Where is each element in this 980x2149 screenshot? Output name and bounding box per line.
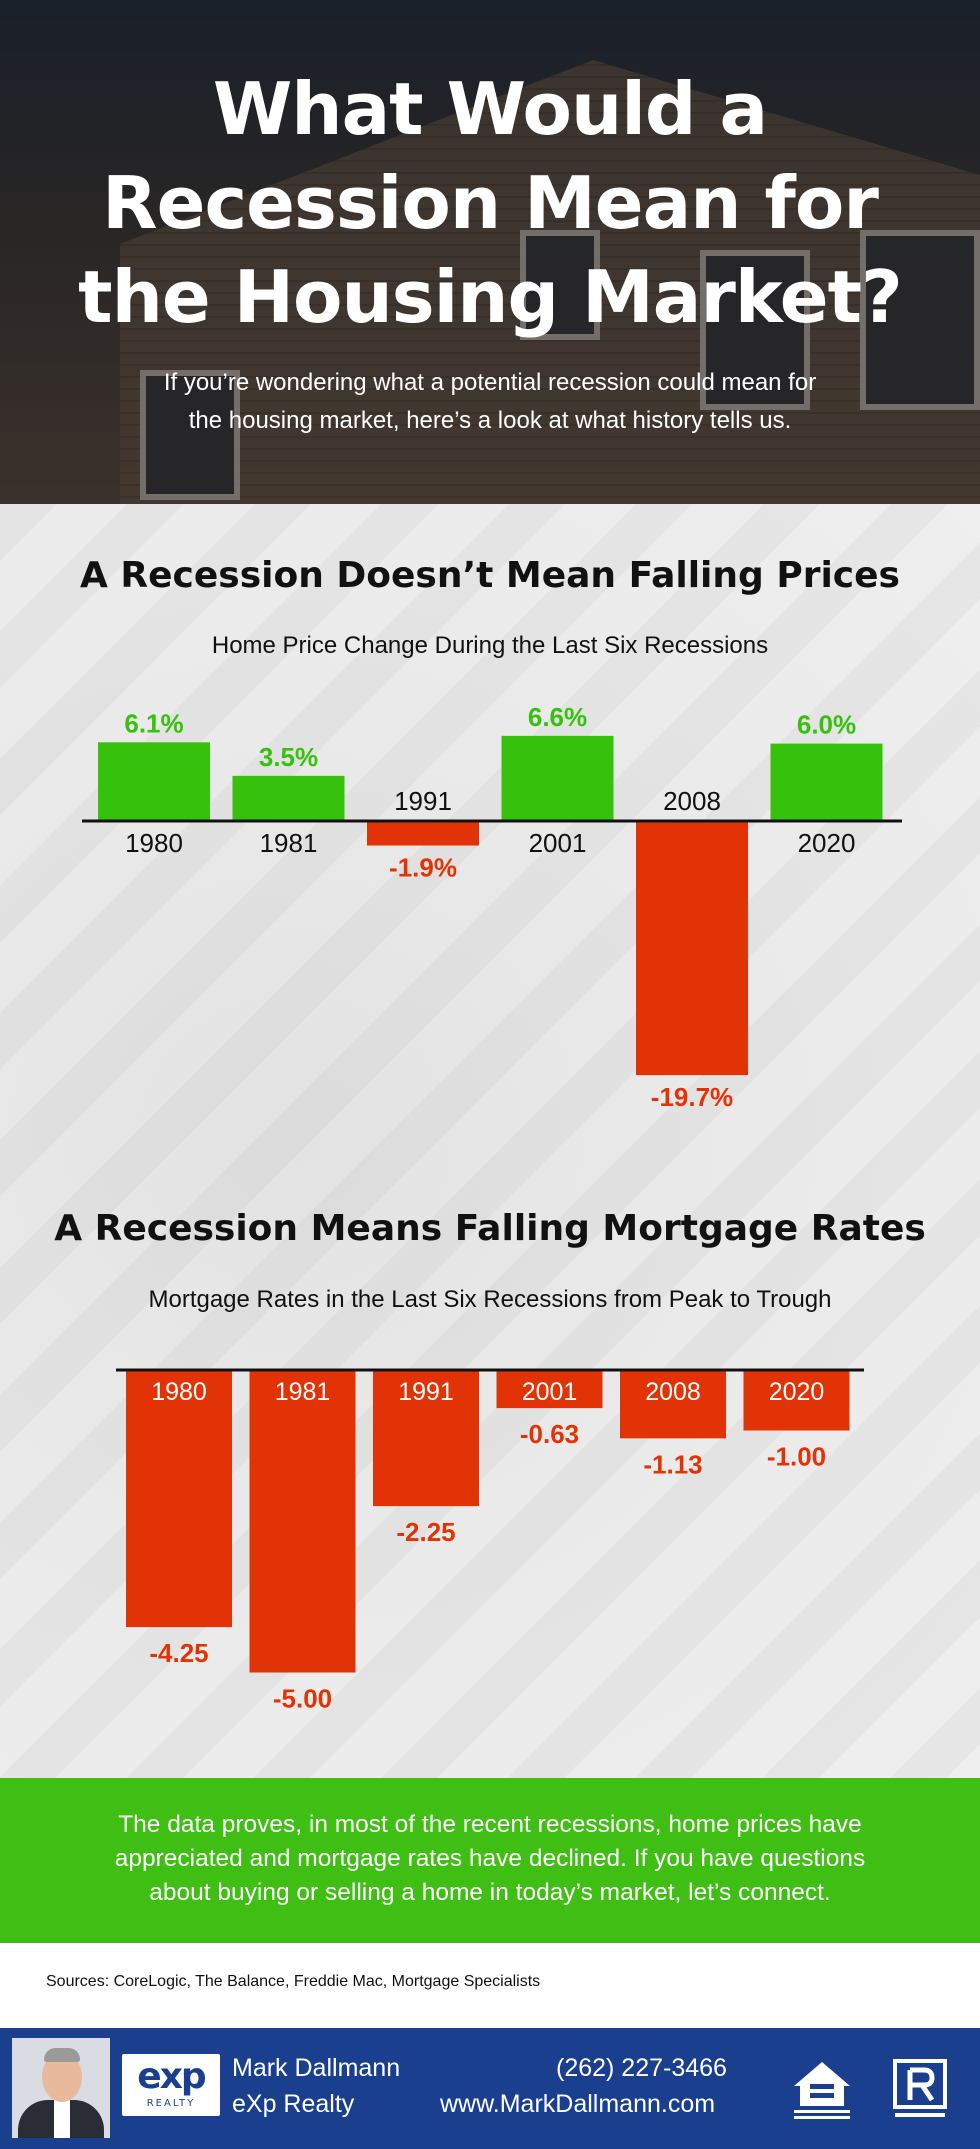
chart-bar xyxy=(373,1370,479,1507)
chart-bar xyxy=(743,1370,850,1431)
category-label: 1991 xyxy=(398,1378,454,1406)
data-label: -1.9% xyxy=(389,853,457,883)
chart-bar xyxy=(636,821,748,1076)
category-label: 1991 xyxy=(394,786,452,816)
page-title: What Would a Recession Mean for the Hous… xyxy=(78,67,903,339)
page-subtitle: If you’re wondering what a potential rec… xyxy=(163,369,817,434)
section-title-prices: A Recession Doesn’t Mean Falling Prices xyxy=(80,555,900,596)
category-label: 1980 xyxy=(125,828,183,858)
chart-subtitle-prices: Home Price Change During the Last Six Re… xyxy=(211,632,769,659)
house-window xyxy=(520,230,600,340)
category-label: 2001 xyxy=(529,828,587,858)
avatar xyxy=(12,2038,110,2138)
agent-name: Mark Dallmann xyxy=(232,2054,401,2082)
data-label: -2.25 xyxy=(396,1517,455,1547)
data-label: 6.0% xyxy=(797,710,856,740)
data-label: 3.5% xyxy=(259,742,318,772)
hero-section: What Would a Recession Mean for the Hous… xyxy=(0,0,980,504)
data-label: -1.00 xyxy=(767,1442,826,1472)
chart-bar xyxy=(620,1370,726,1439)
chart-bar xyxy=(367,821,479,846)
data-label: 6.6% xyxy=(528,702,587,732)
data-label: -4.25 xyxy=(149,1638,208,1668)
category-label: 2020 xyxy=(769,1378,825,1406)
chart-bar xyxy=(501,735,614,821)
chart-bar xyxy=(98,742,210,821)
chart-subtitle-mortgage: Mortgage Rates in the Last Six Recession… xyxy=(148,1286,832,1313)
chart-bar xyxy=(770,743,883,821)
category-label: 2020 xyxy=(798,828,856,858)
category-label: 2001 xyxy=(522,1378,578,1406)
data-label: -0.63 xyxy=(520,1419,579,1449)
chart-bar xyxy=(249,1370,356,1673)
chart-bar xyxy=(126,1370,232,1628)
category-label: 2008 xyxy=(645,1378,701,1406)
chart-bar xyxy=(232,775,345,821)
equal-housing-opportunity-icon xyxy=(794,2062,850,2119)
agent-company: eXp Realty xyxy=(232,2090,355,2118)
data-label: -1.13 xyxy=(643,1449,702,1479)
sources-bar: Sources: CoreLogic, The Balance, Freddie… xyxy=(0,1943,980,2028)
summary-banner: The data proves, in most of the recent r… xyxy=(0,1778,980,1943)
agent-footer: exp REALTY Mark Dallmann eXp Realty (262… xyxy=(0,2028,980,2149)
category-label: 1981 xyxy=(275,1378,331,1406)
section-title-mortgage: A Recession Means Falling Mortgage Rates xyxy=(54,1208,926,1249)
data-label: 6.1% xyxy=(124,708,183,738)
house-window xyxy=(700,250,810,410)
category-label: 1980 xyxy=(151,1378,207,1406)
summary-text: The data proves, in most of the recent r… xyxy=(114,1811,866,1906)
chart-bar xyxy=(496,1370,603,1409)
category-label: 2008 xyxy=(663,786,721,816)
mortgage-rate-chart: 1980 -4.25 1981 -5.00 1991 -2.25 2001 -0.63 2008… xyxy=(116,1368,864,1714)
exp-realty-logo[interactable]: exp REALTY xyxy=(122,2054,220,2116)
sources-text: Sources: CoreLogic, The Balance, Freddie… xyxy=(46,1973,541,1990)
data-label: -5.00 xyxy=(273,1684,332,1714)
house-window xyxy=(140,370,240,500)
house-window xyxy=(860,230,980,410)
website-link[interactable]: www.MarkDallmann.com xyxy=(440,2090,716,2118)
home-price-chart: 6.1% 1980 3.5% 1981 -1.9% 1991 6.6% 2001 -19.7% 2… xyxy=(82,702,902,1112)
realtor-icon xyxy=(893,2059,947,2117)
phone-number[interactable]: (262) 227-3466 xyxy=(556,2054,727,2082)
data-label: -19.7% xyxy=(651,1082,733,1112)
category-label: 1981 xyxy=(260,828,318,858)
